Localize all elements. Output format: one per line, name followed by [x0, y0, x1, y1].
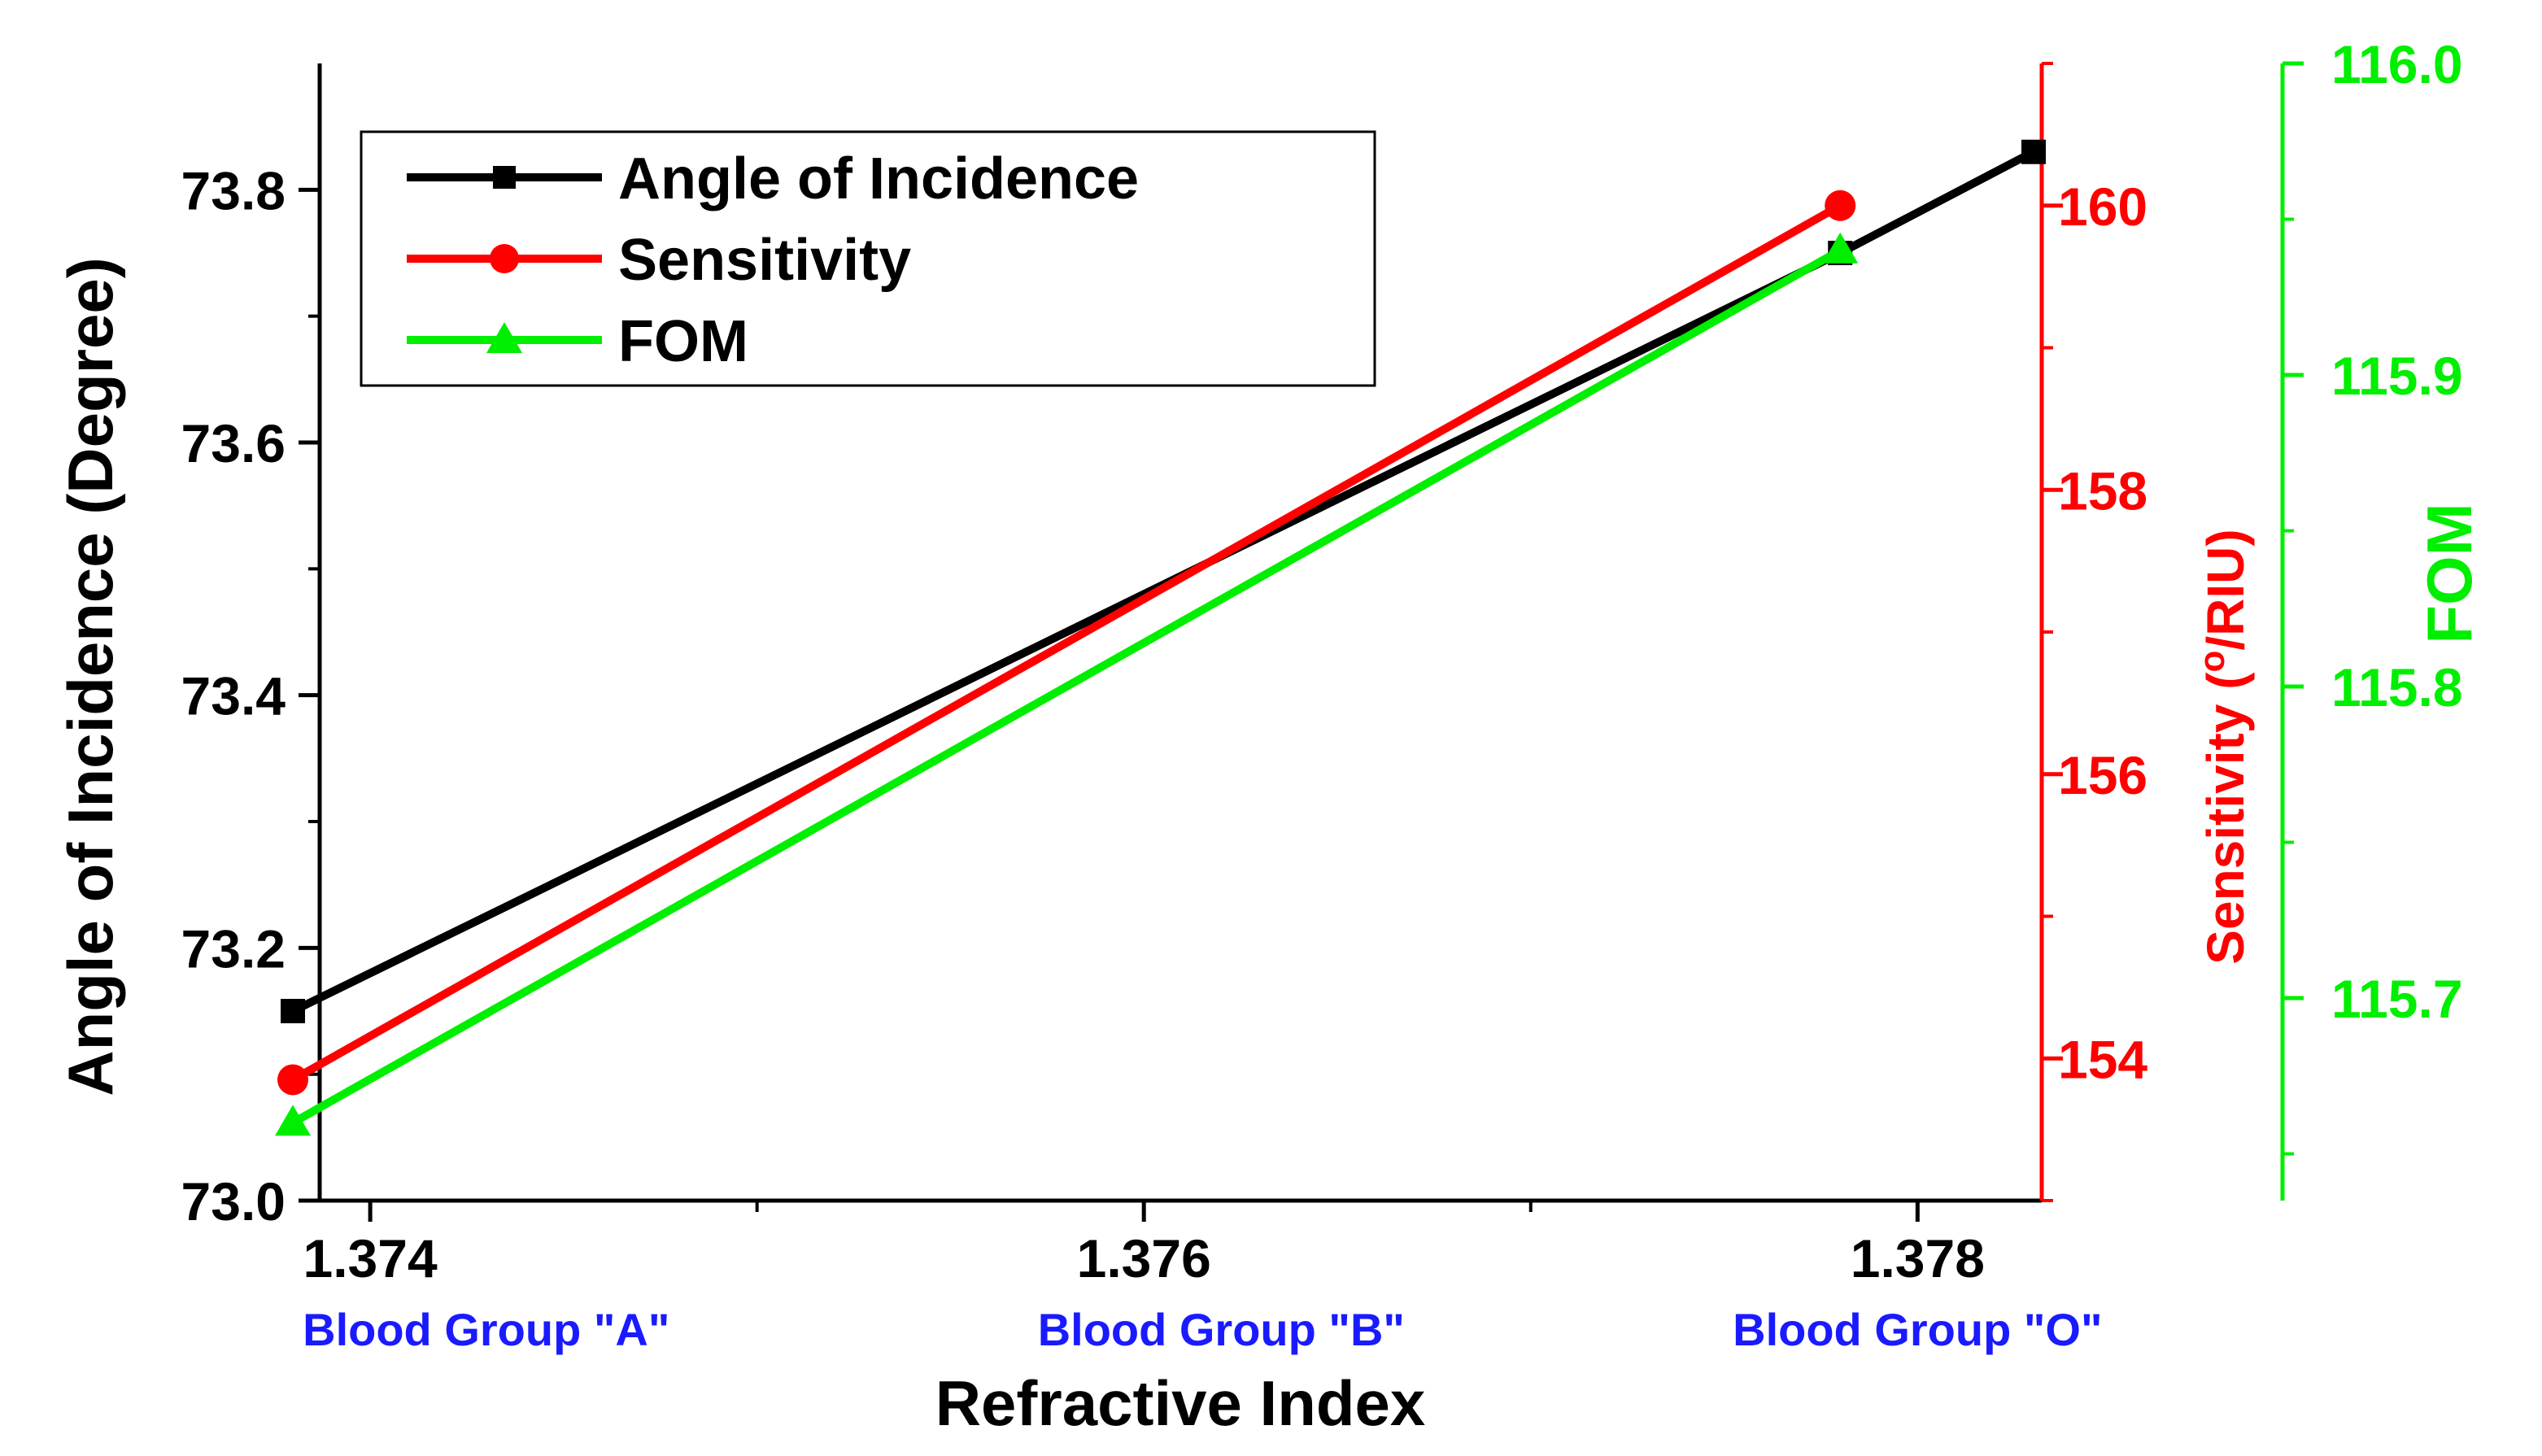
category-label: Blood Group "B" — [1038, 1304, 1405, 1355]
series-markers — [275, 139, 2046, 1136]
sensitivity-tick-label: 156 — [2058, 745, 2147, 805]
fom-tick-label: 115.7 — [2331, 969, 2463, 1029]
category-label: Blood Group "A" — [303, 1304, 669, 1355]
legend-label-sensitivity: Sensitivity — [618, 228, 911, 293]
legend-entry-sensitivity: Sensitivity — [407, 228, 911, 293]
point-fom — [1822, 232, 1859, 264]
category-labels: Blood Group "A" Blood Group "B" Blood Grou… — [303, 1304, 2102, 1355]
fom-axis-ticks: 115.7 115.8 115.9 116.0 — [2283, 34, 2463, 1156]
sensitivity-title-degree: o — [2192, 651, 2232, 673]
x-axis-ticks: 1.374 1.376 1.378 — [303, 1201, 1985, 1288]
point-angle-of-incidence — [2021, 139, 2046, 164]
legend-marker-sensitivity — [490, 244, 519, 273]
point-sensitivity — [277, 1064, 308, 1096]
series-line-fom — [290, 246, 1842, 1127]
sensitivity-tick-label: 158 — [2058, 460, 2147, 521]
left-tick-label: 73.2 — [181, 918, 286, 979]
legend-entry-fom: FOM — [407, 309, 748, 374]
left-tick-label: 73.0 — [181, 1171, 286, 1231]
x-tick-label: 1.374 — [303, 1228, 438, 1288]
x-axis-title: Refractive Index — [935, 1367, 1426, 1439]
fom-tick-label: 115.8 — [2331, 657, 2463, 717]
fom-tick-label: 115.9 — [2331, 346, 2463, 406]
sensitivity-title-suffix: /RIU) — [2196, 529, 2255, 650]
x-tick-label: 1.378 — [1851, 1228, 1985, 1288]
point-fom — [275, 1105, 311, 1136]
legend-label-fom: FOM — [618, 309, 748, 374]
legend-marker-fom — [486, 322, 522, 353]
series-line-sensitivity — [290, 202, 1842, 1083]
left-axis-ticks: 73.0 73.2 73.4 73.6 73.8 — [181, 160, 320, 1231]
left-axis-title: Angle of Incidence (Degree) — [55, 257, 126, 1096]
left-tick-label: 73.8 — [181, 160, 286, 220]
legend-marker-angle — [493, 166, 516, 189]
fom-tick-label: 116.0 — [2331, 34, 2463, 94]
point-sensitivity — [1825, 190, 1856, 221]
x-tick-label: 1.376 — [1077, 1228, 1211, 1288]
left-tick-label: 73.4 — [181, 666, 286, 726]
category-label: Blood Group "O" — [1733, 1304, 2102, 1355]
sensitivity-axis-title: Sensitivity (o/RIU) — [2192, 529, 2255, 964]
sensitivity-tick-label: 160 — [2058, 177, 2147, 237]
legend: Angle of Incidence Sensitivity FOM — [360, 130, 1376, 387]
left-tick-label: 73.6 — [181, 413, 286, 473]
point-angle-of-incidence — [281, 999, 305, 1023]
legend-label-angle: Angle of Incidence — [618, 146, 1139, 211]
sensitivity-title-prefix: Sensitivity ( — [2196, 672, 2255, 965]
legend-entry-angle: Angle of Incidence — [407, 146, 1139, 211]
sensitivity-axis-ticks: 154 156 158 160 — [2042, 62, 2147, 1202]
fom-axis-title: FOM — [2413, 503, 2485, 643]
sensitivity-tick-label: 154 — [2058, 1029, 2147, 1089]
